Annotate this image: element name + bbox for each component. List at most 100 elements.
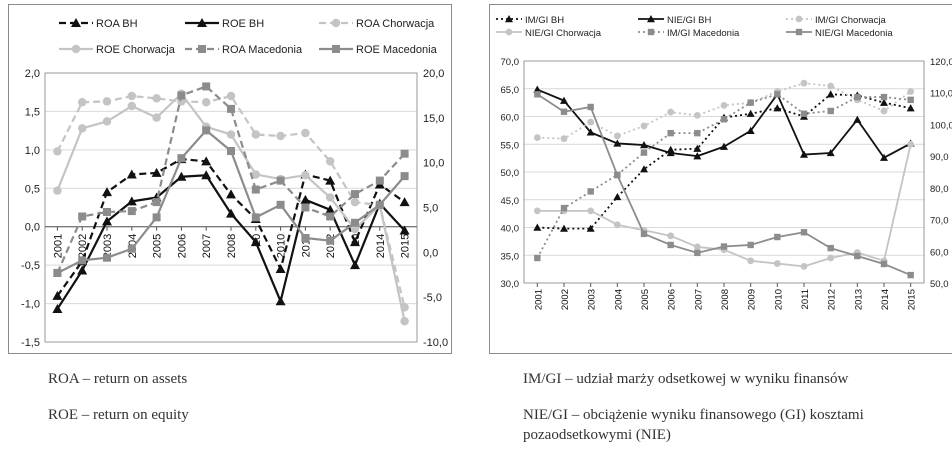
data-point bbox=[127, 244, 136, 253]
x-tick-label: 2012 bbox=[827, 289, 838, 310]
y-right-tick-label: 0,0 bbox=[423, 247, 438, 259]
y-left-tick-label: 35,0 bbox=[501, 251, 520, 262]
data-point bbox=[152, 198, 161, 207]
y-left-tick-label: 2,0 bbox=[25, 68, 40, 80]
x-tick-label: 2002 bbox=[560, 289, 571, 310]
legend-marker bbox=[505, 28, 513, 36]
data-point bbox=[251, 213, 260, 222]
data-point bbox=[325, 204, 336, 214]
data-point bbox=[126, 169, 137, 179]
data-point bbox=[667, 241, 674, 249]
data-point bbox=[880, 107, 888, 115]
x-tick-label: 2014 bbox=[880, 289, 891, 310]
legend-label: NIE/GI BH bbox=[667, 15, 711, 26]
legend-entry: ROA Macedonia bbox=[185, 44, 303, 56]
data-point bbox=[351, 190, 359, 199]
data-point bbox=[226, 208, 236, 218]
y-right-tick-label: 80,0 bbox=[930, 184, 949, 195]
data-point bbox=[301, 170, 310, 180]
data-point bbox=[587, 103, 594, 111]
data-point bbox=[907, 271, 914, 279]
data-point bbox=[773, 104, 782, 112]
y-right-tick-label: 50,0 bbox=[930, 279, 949, 290]
y-left-tick-label: -0,5 bbox=[21, 260, 40, 272]
data-point bbox=[667, 129, 674, 137]
data-point bbox=[747, 99, 754, 106]
data-point bbox=[800, 79, 808, 87]
series-roe-bh bbox=[52, 170, 410, 313]
data-point bbox=[102, 97, 112, 106]
y-left-tick-label: -1,0 bbox=[21, 299, 40, 311]
data-point bbox=[300, 194, 311, 204]
data-point bbox=[613, 132, 621, 140]
data-point bbox=[774, 91, 781, 98]
legend-entry: ROA Chorwacja bbox=[319, 18, 435, 30]
data-point bbox=[276, 200, 285, 209]
y-right-tick-label: 60,0 bbox=[930, 247, 949, 258]
x-tick-label: 2002 bbox=[77, 234, 89, 258]
data-point bbox=[276, 131, 285, 141]
legend-marker bbox=[795, 15, 803, 23]
series-nie-gi-macedonia bbox=[534, 91, 914, 279]
y-left-tick-label: 70,0 bbox=[501, 57, 520, 68]
data-point bbox=[613, 221, 621, 229]
data-point bbox=[325, 157, 335, 166]
data-point bbox=[301, 203, 310, 212]
data-point bbox=[560, 96, 568, 104]
data-point bbox=[226, 189, 236, 199]
data-point bbox=[400, 316, 409, 326]
data-point bbox=[720, 243, 728, 250]
data-point bbox=[53, 268, 62, 277]
data-point bbox=[325, 193, 335, 202]
data-point bbox=[301, 233, 310, 242]
data-point bbox=[400, 172, 409, 181]
x-tick-label: 2011 bbox=[800, 289, 811, 309]
legend-marker bbox=[647, 28, 655, 36]
data-point bbox=[827, 254, 835, 262]
legend-marker bbox=[331, 18, 341, 28]
data-point bbox=[533, 207, 541, 215]
data-point bbox=[613, 192, 622, 201]
legend-marker bbox=[505, 15, 513, 23]
data-point bbox=[127, 101, 137, 111]
data-point bbox=[800, 229, 808, 236]
data-point bbox=[854, 252, 861, 260]
data-point bbox=[77, 97, 87, 107]
data-point bbox=[251, 170, 261, 179]
y-right-tick-label: -5,0 bbox=[423, 292, 442, 304]
data-point bbox=[350, 260, 360, 270]
y-left-tick-label: 50,0 bbox=[501, 168, 520, 179]
legend-label: IM/GI BH bbox=[525, 15, 564, 26]
data-point bbox=[907, 140, 915, 148]
data-point bbox=[350, 224, 360, 234]
data-point bbox=[275, 263, 286, 273]
data-point bbox=[127, 207, 136, 216]
data-point bbox=[747, 257, 755, 265]
data-point bbox=[399, 225, 410, 235]
data-point bbox=[177, 154, 186, 163]
data-point bbox=[227, 147, 235, 156]
y-left-tick-label: 0,0 bbox=[25, 222, 40, 234]
data-point bbox=[693, 111, 701, 119]
x-tick-label: 2001 bbox=[533, 289, 544, 310]
data-point bbox=[202, 82, 211, 91]
data-point bbox=[53, 147, 62, 156]
legend-label: ROE Chorwacja bbox=[96, 44, 176, 56]
series-line bbox=[56, 94, 406, 308]
y-right-tick-label: -10,0 bbox=[423, 337, 448, 349]
data-point bbox=[693, 243, 701, 251]
data-point bbox=[275, 296, 286, 306]
data-point bbox=[301, 128, 310, 138]
legend-label: ROA Macedonia bbox=[222, 44, 303, 56]
note-im-gi: IM/GI – udział marży odsetkowej w wyniku… bbox=[523, 371, 849, 387]
data-point bbox=[375, 200, 384, 209]
data-point bbox=[78, 212, 87, 221]
data-point bbox=[560, 204, 568, 212]
data-point bbox=[227, 104, 235, 113]
data-point bbox=[667, 108, 675, 116]
x-tick-label: 2014 bbox=[375, 234, 387, 258]
y-left-tick-label: 40,0 bbox=[501, 224, 520, 235]
data-point bbox=[586, 128, 595, 136]
data-point bbox=[853, 115, 862, 123]
data-point bbox=[77, 265, 88, 275]
